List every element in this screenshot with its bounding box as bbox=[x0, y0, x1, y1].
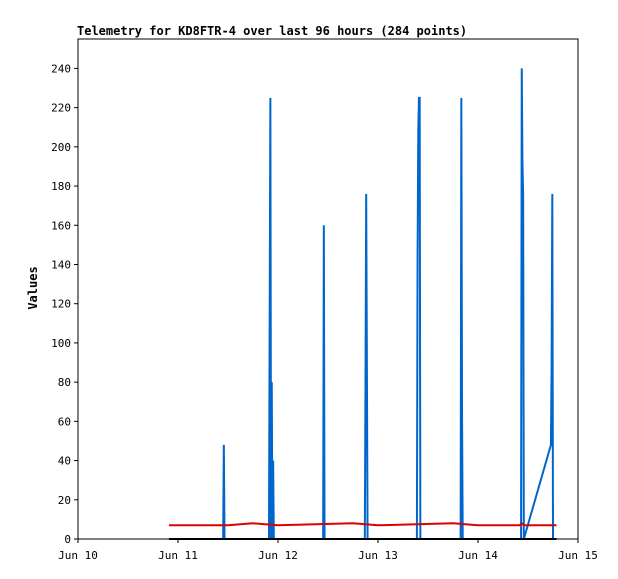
y-tick-label: 200 bbox=[51, 141, 71, 154]
x-tick-label: Jun 11 bbox=[158, 549, 198, 562]
y-tick-label: 100 bbox=[51, 337, 71, 350]
y-tick-label: 240 bbox=[51, 62, 71, 75]
x-tick-label: Jun 12 bbox=[258, 549, 298, 562]
y-tick-label: 140 bbox=[51, 258, 71, 271]
chart-title: Telemetry for KD8FTR-4 over last 96 hour… bbox=[77, 24, 467, 38]
y-tick-label: 80 bbox=[58, 376, 71, 389]
series-line-2 bbox=[168, 521, 557, 527]
x-tick-label: Jun 13 bbox=[358, 549, 398, 562]
plot-frame bbox=[77, 38, 579, 540]
y-tick-label: 20 bbox=[58, 494, 71, 507]
y-tick-label: 60 bbox=[58, 415, 71, 428]
axis-layer: 0 20 40 60 80 100 120 140 160 180 200 220 240 Jun 10 J… bbox=[51, 38, 598, 562]
y-tick-label: 120 bbox=[51, 298, 71, 311]
y-tick-label: 40 bbox=[58, 455, 71, 468]
y-tick-label: 160 bbox=[51, 219, 71, 232]
x-tick-label: Jun 15 bbox=[558, 549, 598, 562]
y-tick-label: 220 bbox=[51, 102, 71, 115]
x-tick-label: Jun 14 bbox=[458, 549, 498, 562]
y-tick-label: 0 bbox=[64, 533, 71, 546]
y-axis-label: Values bbox=[26, 266, 40, 309]
y-tick-label: 180 bbox=[51, 180, 71, 193]
x-tick-label: Jun 10 bbox=[58, 549, 98, 562]
series-line-1 bbox=[168, 68, 557, 540]
series-layer bbox=[168, 68, 557, 540]
